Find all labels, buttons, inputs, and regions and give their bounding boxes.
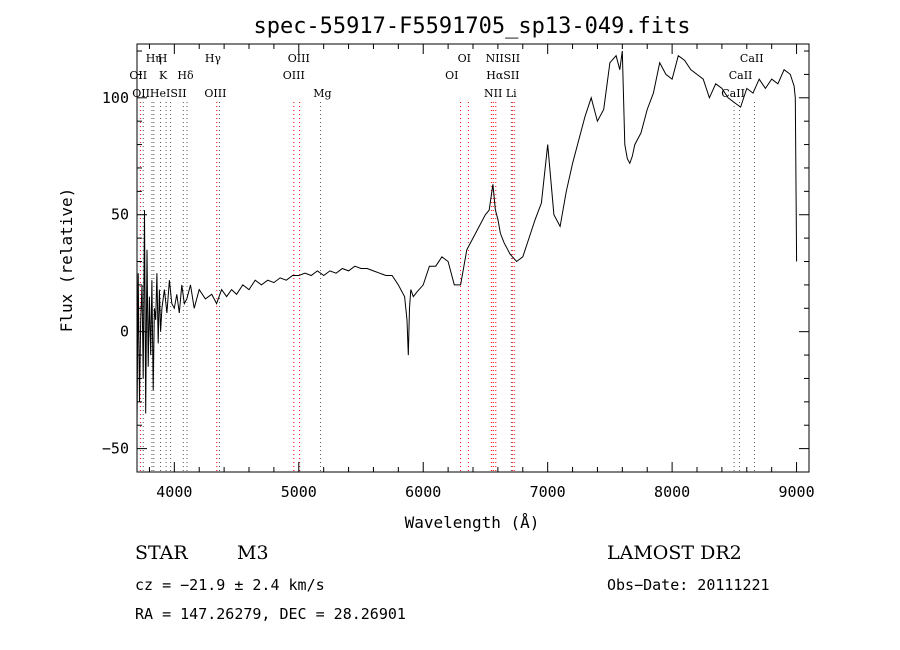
observation-date: Obs−Date: 20111221 [607, 576, 770, 594]
marker-label-0-4: OI [458, 52, 471, 65]
marker-label-1-1: K [159, 69, 168, 82]
marker-label-1-0: OII [129, 69, 147, 82]
marker-label-2-2: Mg [313, 87, 331, 100]
x-axis-label: Wavelength (Å) [405, 513, 540, 532]
marker-label-0-1: H [158, 52, 168, 65]
marker-label-0-2: Hγ [205, 52, 222, 65]
marker-label-2-1: OIII [204, 87, 226, 100]
y-tick-label-0: −50 [102, 440, 129, 458]
redshift-velocity: cz = −21.9 ± 2.4 km/s [135, 576, 325, 594]
x-tick-label-1: 5000 [281, 483, 317, 501]
marker-label-0-0: Hη [146, 52, 162, 65]
x-tick-label-4: 8000 [654, 483, 690, 501]
line-markers [139, 102, 755, 472]
survey-name: LAMOST DR2 [607, 542, 742, 564]
object-subclass: M3 [237, 542, 269, 564]
marker-label-2-3: NII Li [484, 87, 517, 100]
x-tick-label-2: 6000 [405, 483, 441, 501]
x-tick-label-0: 4000 [156, 483, 192, 501]
y-tick-label-2: 50 [111, 206, 129, 224]
marker-label-1-6: CaII [729, 69, 753, 82]
plot-frame [136, 43, 810, 473]
line-marker-labels: HηH Hγ OIII OI NIISII CaII OII K Hδ OIII OI HαSII Ca… [129, 52, 763, 100]
y-tick-label-1: 0 [120, 323, 129, 341]
y-tick-label-3: 100 [102, 89, 129, 107]
y-axis-label: Flux (relative) [57, 188, 76, 333]
marker-label-1-5: HαSII [486, 69, 519, 82]
axis-ticks [137, 44, 809, 473]
coordinates: RA = 147.26279, DEC = 28.26901 [135, 605, 406, 623]
marker-label-0-6: CaII [740, 52, 764, 65]
marker-label-0-3: OIII [288, 52, 310, 65]
x-tick-label-5: 9000 [778, 483, 814, 501]
object-type: STAR [135, 542, 188, 564]
x-tick-label-3: 7000 [530, 483, 566, 501]
marker-label-1-4: OI [445, 69, 458, 82]
spectrum-line [136, 50, 798, 426]
marker-label-1-3: OIII [283, 69, 305, 82]
marker-label-1-2: Hδ [177, 69, 194, 82]
axis-tick-labels: 4000 5000 6000 7000 8000 9000 −50 0 50 100 [102, 89, 815, 501]
chart-title: spec-55917-F5591705_sp13-049.fits [253, 14, 690, 39]
marker-label-2-0: OIIHeISII [132, 87, 186, 100]
marker-label-0-5: NIISII [486, 52, 521, 65]
